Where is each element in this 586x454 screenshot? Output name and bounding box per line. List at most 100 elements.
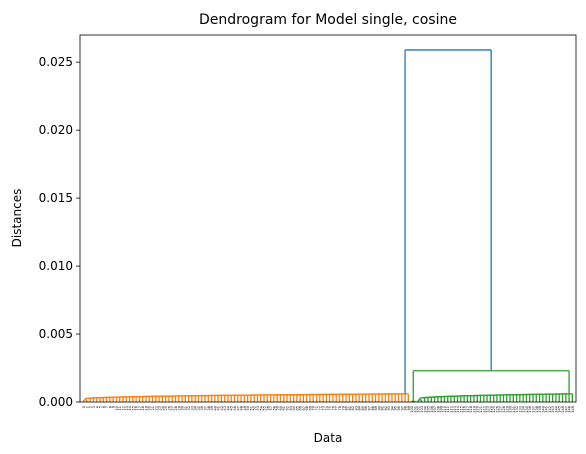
x-tick-label: 113 xyxy=(453,406,457,413)
dendrogram-links xyxy=(82,49,574,402)
x-tick-label: 130 xyxy=(509,406,513,413)
x-tick-label: 128 xyxy=(502,406,506,413)
x-tick-label: 79 xyxy=(341,406,345,410)
x-tick-label: 134 xyxy=(522,405,526,412)
x-tick-label: 28 xyxy=(174,406,178,410)
y-tick-label: 0.010 xyxy=(39,259,73,273)
x-tick-label: 81 xyxy=(348,406,352,410)
x-tick-label: 66 xyxy=(299,406,303,410)
x-tick-label: 122 xyxy=(482,406,486,413)
x-tick-label: 32 xyxy=(187,406,191,410)
x-tick-label: 25 xyxy=(164,406,168,410)
x-tick-label: 55 xyxy=(263,406,267,410)
x-tick-label: 60 xyxy=(279,406,283,410)
x-tick-label: 137 xyxy=(532,406,536,413)
x-tick-label: 40 xyxy=(213,406,217,410)
x-tick-label: 47 xyxy=(236,406,240,410)
x-tick-label: 132 xyxy=(515,406,519,413)
x-tick-label: 92 xyxy=(384,406,388,410)
x-tick-label: 115 xyxy=(459,406,463,413)
x-tick-label: 68 xyxy=(305,406,309,410)
x-tick-label: 108 xyxy=(436,406,440,413)
x-tick-label: 112 xyxy=(450,406,454,413)
x-tick-label: 38 xyxy=(207,406,211,410)
x-tick-label: 72 xyxy=(318,406,322,410)
x-tick-label: 138 xyxy=(535,406,539,413)
x-tick-label: 69 xyxy=(308,406,312,410)
x-tick-label: 105 xyxy=(427,406,431,413)
x-tick-label: 44 xyxy=(226,405,230,410)
x-tick-label: 94 xyxy=(390,405,394,410)
x-tick-label: 146 xyxy=(561,406,565,413)
x-axis-label: Data xyxy=(314,431,343,445)
x-tick-label: 119 xyxy=(472,406,476,413)
x-tick-label: 149 xyxy=(571,406,575,413)
x-tick-label: 140 xyxy=(541,406,545,413)
x-tick-label: 86 xyxy=(364,406,368,410)
x-tick-label: 145 xyxy=(558,406,562,413)
x-tick-label: 70 xyxy=(312,406,316,410)
x-tick-label: 96 xyxy=(397,406,401,410)
x-tick-label: 61 xyxy=(282,406,286,410)
x-tick-label: 56 xyxy=(266,406,270,410)
y-axis-label: Distances xyxy=(10,189,24,248)
x-tick-label: 14 xyxy=(128,405,132,410)
x-tick-label: 54 xyxy=(259,405,263,410)
x-tick-label: 84 xyxy=(358,405,362,410)
x-tick-label: 18 xyxy=(141,406,145,410)
x-tick-label: 103 xyxy=(420,406,424,413)
x-tick-label: 95 xyxy=(394,406,398,410)
x-tick-label: 110 xyxy=(443,406,447,413)
x-tick-label: 111 xyxy=(446,406,450,413)
x-axis: 0 1 2 3 4 5 6 7 8 9 10 11 12 13 14 15 16 17 18 19 20 21 22 23 24… xyxy=(82,405,575,412)
x-tick-label: 144 xyxy=(554,405,558,412)
x-tick-label: 30 xyxy=(181,406,185,410)
x-tick-label: 78 xyxy=(338,406,342,410)
x-tick-label: 116 xyxy=(463,406,467,413)
x-tick-label: 37 xyxy=(204,406,208,410)
x-tick-label: 20 xyxy=(148,406,152,410)
x-tick-label: 16 xyxy=(135,406,139,410)
x-tick-label: 135 xyxy=(525,406,529,413)
x-tick-label: 5 xyxy=(99,406,103,408)
plot-frame xyxy=(79,34,577,403)
x-tick-label: 21 xyxy=(151,406,155,410)
x-tick-label: 87 xyxy=(368,406,372,410)
x-tick-label: 43 xyxy=(223,406,227,410)
x-tick-label: 26 xyxy=(167,406,171,410)
x-tick-label: 13 xyxy=(125,406,129,410)
x-tick-label: 35 xyxy=(197,406,201,410)
x-tick-label: 24 xyxy=(161,405,165,410)
x-tick-label: 109 xyxy=(440,406,444,413)
x-tick-label: 29 xyxy=(177,406,181,410)
x-tick-label: 3 xyxy=(92,406,96,408)
x-tick-label: 118 xyxy=(469,406,473,413)
y-axis: 0.000 0.005 0.010 0.015 0.020 0.025 xyxy=(39,55,80,409)
x-tick-label: 71 xyxy=(315,406,319,410)
x-tick-label: 53 xyxy=(256,406,260,410)
x-tick-label: 27 xyxy=(171,406,175,410)
x-tick-label: 90 xyxy=(377,406,381,410)
x-tick-label: 34 xyxy=(194,405,198,410)
x-tick-label: 50 xyxy=(246,406,250,410)
x-tick-label: 141 xyxy=(545,406,549,413)
x-tick-label: 23 xyxy=(158,406,162,410)
x-tick-label: 102 xyxy=(417,406,421,413)
x-tick-label: 74 xyxy=(325,405,329,410)
x-tick-label: 100 xyxy=(410,406,414,413)
x-tick-label: 127 xyxy=(499,406,503,413)
x-tick-label: 11 xyxy=(118,406,122,410)
x-tick-label: 1 xyxy=(85,406,89,408)
x-tick-label: 83 xyxy=(354,406,358,410)
y-tick-label: 0.025 xyxy=(39,55,73,69)
x-tick-label: 45 xyxy=(230,406,234,410)
x-tick-label: 65 xyxy=(295,406,299,410)
x-tick-label: 77 xyxy=(335,406,339,410)
x-tick-label: 10 xyxy=(115,406,119,410)
y-tick-label: 0.005 xyxy=(39,327,73,341)
x-tick-label: 8 xyxy=(108,406,112,408)
x-tick-label: 33 xyxy=(190,406,194,410)
x-tick-label: 133 xyxy=(518,406,522,413)
x-tick-label: 131 xyxy=(512,406,516,413)
